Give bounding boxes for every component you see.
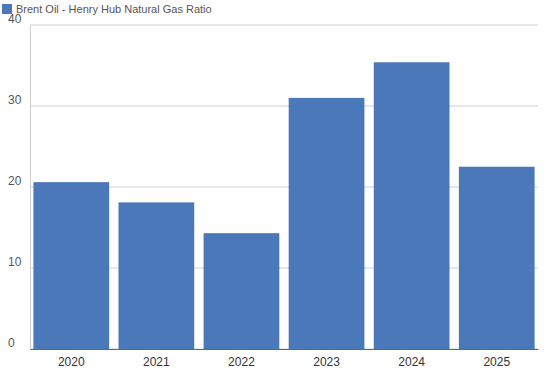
x-tick: 2021 bbox=[143, 349, 170, 369]
y-tick: 20 bbox=[8, 174, 30, 188]
x-tick-label: 2020 bbox=[58, 355, 85, 369]
legend: Brent Oil - Henry Hub Natural Gas Ratio bbox=[2, 3, 212, 15]
bar bbox=[33, 182, 109, 349]
grid bbox=[30, 25, 538, 349]
x-axis-line bbox=[31, 349, 539, 350]
y-tick-label: 20 bbox=[8, 174, 22, 188]
x-tick-label: 2022 bbox=[228, 355, 255, 369]
bar bbox=[374, 62, 450, 349]
y-tick-label: 10 bbox=[8, 255, 22, 269]
legend-label: Brent Oil - Henry Hub Natural Gas Ratio bbox=[16, 3, 212, 15]
x-tick: 2025 bbox=[483, 349, 510, 369]
grid-line bbox=[30, 25, 538, 26]
x-tick: 2023 bbox=[313, 349, 340, 369]
y-tick-label: 30 bbox=[8, 93, 22, 107]
bar bbox=[459, 167, 535, 349]
y-tick: 0 bbox=[8, 336, 30, 350]
x-axis: 2020 2021 2022 2023 2024 2025 bbox=[31, 349, 539, 369]
x-tick-label: 2021 bbox=[143, 355, 170, 369]
bar bbox=[204, 233, 280, 349]
x-tick: 2024 bbox=[398, 349, 425, 369]
grid-line bbox=[30, 106, 538, 107]
y-tick: 10 bbox=[8, 255, 30, 269]
x-tick-label: 2025 bbox=[483, 355, 510, 369]
y-axis: 010203040 bbox=[8, 12, 31, 350]
bars bbox=[33, 62, 534, 349]
y-tick: 30 bbox=[8, 93, 30, 107]
x-tick-label: 2023 bbox=[313, 355, 340, 369]
x-tick: 2022 bbox=[228, 349, 255, 369]
bar bbox=[118, 202, 194, 349]
bar bbox=[289, 98, 365, 349]
y-tick-label: 0 bbox=[8, 336, 15, 350]
legend-swatch bbox=[2, 4, 12, 14]
chart: 010203040202020212022202320242025Brent O… bbox=[0, 0, 552, 377]
x-tick: 2020 bbox=[58, 349, 85, 369]
y-axis-line bbox=[30, 26, 31, 350]
x-tick-label: 2024 bbox=[398, 355, 425, 369]
